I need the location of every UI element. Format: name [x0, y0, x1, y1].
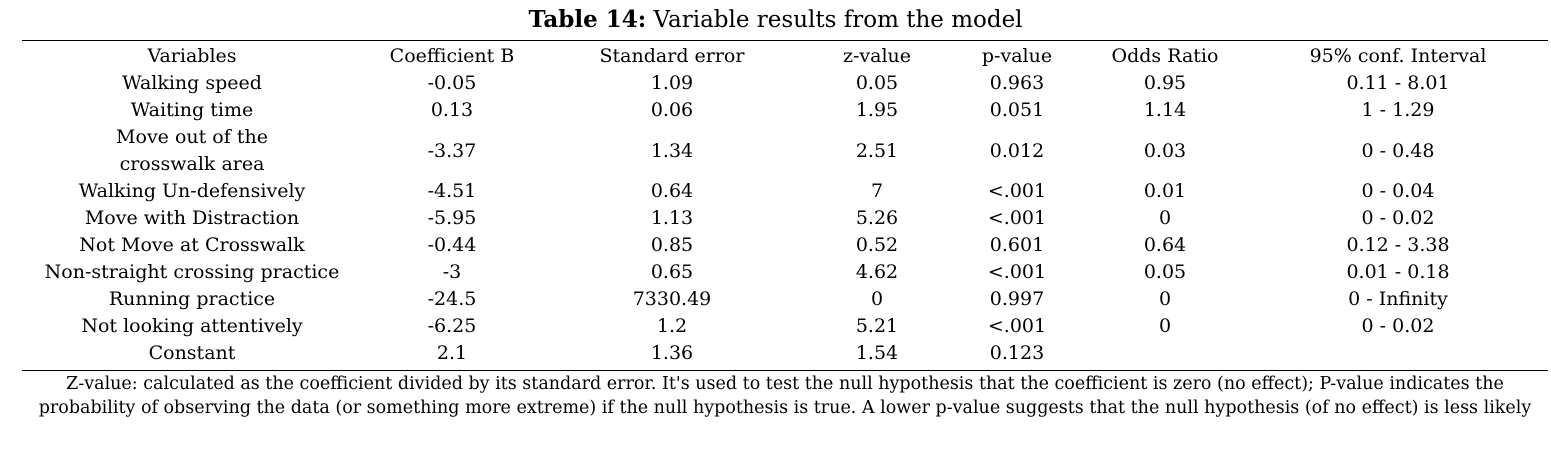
cell-variable: Running practice	[108, 288, 276, 310]
cell-odds-ratio: 0	[1158, 288, 1172, 310]
cell-standard-error: 0.65	[650, 261, 694, 283]
cell-standard-error: 0.85	[650, 234, 694, 256]
table-caption-title: Variable results from the model	[646, 7, 1023, 33]
bottom-rule	[22, 370, 1548, 371]
cell-odds-ratio	[1082, 340, 1248, 367]
cell-variable: Move with Distraction	[84, 207, 300, 229]
cell-coefficient: -3.37	[427, 139, 477, 162]
cell-z-value: 4.62	[855, 261, 899, 283]
cell-variable: Non-straight crossing practice	[44, 261, 340, 283]
cell-p-value: <.001	[987, 207, 1047, 229]
cell-z-value: 2.51	[855, 139, 899, 162]
cell-conf-interval	[1248, 340, 1548, 367]
cell-conf-interval: 0 - 0.02	[1361, 315, 1435, 337]
table-caption-label: Table 14:	[528, 6, 647, 33]
top-rule	[22, 40, 1548, 41]
cell-conf-interval: 0 - 0.48	[1361, 139, 1435, 162]
header-standard-error: Standard error	[599, 45, 745, 67]
cell-conf-interval: 0 - Infinity	[1348, 288, 1448, 310]
cell-z-value: 0.52	[855, 234, 899, 256]
table-footnote: Z-value: calculated as the coefficient d…	[38, 374, 1532, 418]
table-row: Constant 2.1 1.36 1.54 0.123	[22, 340, 1548, 367]
cell-standard-error: 1.36	[650, 342, 694, 364]
cell-odds-ratio: 1.14	[1143, 99, 1187, 121]
cell-variable: Not Move at Crosswalk	[79, 234, 305, 256]
table-row: Move out of the crosswalk area -3.37 1.3…	[22, 124, 1548, 178]
header-variables: Variables	[147, 45, 237, 67]
cell-p-value: 0.123	[989, 342, 1045, 364]
cell-standard-error: 1.09	[650, 72, 694, 94]
header-odds-ratio: Odds Ratio	[1111, 45, 1219, 67]
cell-p-value: <.001	[987, 180, 1047, 202]
cell-odds-ratio: 0.95	[1143, 72, 1187, 94]
table-row: Non-straight crossing practice -3 0.65 4…	[22, 259, 1548, 286]
table-row: Not looking attentively -6.25 1.2 5.21 <…	[22, 313, 1548, 340]
cell-odds-ratio: 0.05	[1143, 261, 1187, 283]
cell-z-value: 0	[870, 288, 884, 310]
table-row: Not Move at Crosswalk -0.44 0.85 0.52 0.…	[22, 232, 1548, 259]
results-table: Variables Coefficient B Standard error z…	[22, 43, 1548, 367]
cell-coefficient: 0.13	[430, 99, 474, 121]
cell-conf-interval: 0.01 - 0.18	[1346, 261, 1450, 283]
cell-p-value: <.001	[987, 315, 1047, 337]
cell-p-value: <.001	[987, 261, 1047, 283]
header-z-value: z-value	[842, 45, 912, 67]
cell-variable: Constant	[148, 342, 236, 364]
header-coefficient: Coefficient B	[389, 45, 515, 67]
cell-coefficient: -0.05	[427, 72, 477, 94]
cell-standard-error: 0.64	[650, 180, 694, 202]
cell-standard-error: 1.34	[650, 139, 694, 162]
cell-p-value: 0.012	[989, 139, 1045, 162]
cell-p-value: 0.963	[989, 72, 1045, 94]
cell-standard-error: 0.06	[650, 99, 694, 121]
table-row: Running practice -24.5 7330.49 0 0.997 0…	[22, 286, 1548, 313]
table-row: Move with Distraction -5.95 1.13 5.26 <.…	[22, 205, 1548, 232]
cell-conf-interval: 0.11 - 8.01	[1346, 72, 1450, 94]
cell-coefficient: -4.51	[427, 180, 477, 202]
cell-z-value: 7	[870, 180, 884, 202]
cell-z-value: 5.21	[855, 315, 899, 337]
cell-z-value: 1.95	[855, 99, 899, 121]
cell-z-value: 0.05	[855, 72, 899, 94]
table-row: Walking speed -0.05 1.09 0.05 0.963 0.95…	[22, 70, 1548, 97]
cell-z-value: 1.54	[855, 342, 899, 364]
cell-odds-ratio: 0	[1158, 315, 1172, 337]
cell-odds-ratio: 0	[1158, 207, 1172, 229]
cell-variable: Move out of the crosswalk area	[116, 126, 268, 175]
cell-conf-interval: 0 - 0.04	[1361, 180, 1435, 202]
cell-conf-interval: 0 - 0.02	[1361, 207, 1435, 229]
cell-p-value: 0.997	[989, 288, 1045, 310]
cell-standard-error: 7330.49	[632, 288, 712, 310]
cell-odds-ratio: 0.01	[1143, 180, 1187, 202]
cell-coefficient: -5.95	[427, 207, 477, 229]
cell-coefficient: 2.1	[436, 342, 468, 364]
cell-odds-ratio: 0.03	[1143, 139, 1187, 162]
table-row: Waiting time 0.13 0.06 1.95 0.051 1.14 1…	[22, 97, 1548, 124]
cell-variable: Waiting time	[130, 99, 254, 121]
cell-conf-interval: 1 - 1.29	[1361, 99, 1435, 121]
header-p-value: p-value	[981, 45, 1053, 67]
cell-conf-interval: 0.12 - 3.38	[1346, 234, 1450, 256]
cell-odds-ratio: 0.64	[1143, 234, 1187, 256]
header-conf-interval: 95% conf. Interval	[1309, 45, 1487, 67]
cell-variable: Walking Un-defensively	[78, 180, 306, 202]
cell-p-value: 0.051	[989, 99, 1045, 121]
cell-coefficient: -3	[442, 261, 462, 283]
cell-z-value: 5.26	[855, 207, 899, 229]
cell-coefficient: -6.25	[427, 315, 477, 337]
cell-coefficient: -0.44	[427, 234, 477, 256]
cell-standard-error: 1.2	[656, 315, 688, 337]
table-caption: Table 14: Variable results from the mode…	[0, 6, 1551, 34]
table-row: Walking Un-defensively -4.51 0.64 7 <.00…	[22, 178, 1548, 205]
cell-variable: Walking speed	[122, 72, 262, 94]
header-row: Variables Coefficient B Standard error z…	[22, 43, 1548, 70]
cell-standard-error: 1.13	[650, 207, 694, 229]
cell-variable: Not looking attentively	[81, 315, 303, 337]
cell-p-value: 0.601	[989, 234, 1045, 256]
cell-coefficient: -24.5	[427, 288, 477, 310]
